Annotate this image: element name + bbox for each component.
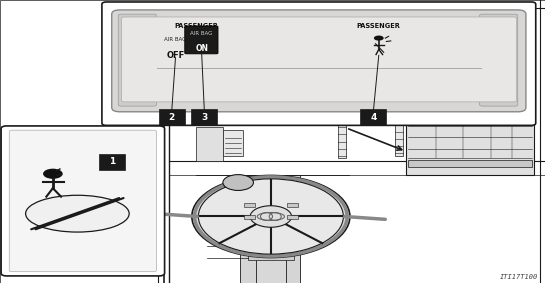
Circle shape (374, 36, 384, 41)
Text: 2: 2 (168, 113, 175, 122)
Bar (244, 215, 255, 219)
FancyBboxPatch shape (191, 110, 217, 125)
FancyBboxPatch shape (9, 130, 156, 272)
Bar (287, 203, 298, 207)
Bar (248, 243, 294, 260)
Bar (409, 71, 531, 113)
Bar (244, 203, 255, 207)
Circle shape (198, 179, 343, 254)
Ellipse shape (26, 195, 129, 232)
Circle shape (250, 206, 292, 227)
Bar (338, 102, 346, 158)
Bar (248, 222, 292, 241)
Bar (240, 175, 300, 283)
FancyBboxPatch shape (118, 14, 156, 106)
Circle shape (223, 175, 253, 190)
Bar (395, 76, 403, 156)
Text: PASSENGER: PASSENGER (174, 23, 218, 29)
Bar (408, 160, 532, 167)
Bar (196, 127, 223, 161)
Bar (256, 249, 286, 283)
FancyBboxPatch shape (102, 2, 536, 125)
Text: ON: ON (195, 44, 208, 53)
Text: OFF: OFF (166, 51, 185, 60)
Bar (406, 57, 534, 175)
Text: ITI17T100: ITI17T100 (500, 274, 538, 280)
FancyBboxPatch shape (122, 17, 517, 102)
FancyBboxPatch shape (159, 110, 185, 125)
Text: AIR BAG: AIR BAG (164, 37, 187, 42)
FancyBboxPatch shape (1, 126, 165, 276)
Text: 3: 3 (201, 113, 208, 122)
FancyBboxPatch shape (185, 26, 218, 54)
FancyBboxPatch shape (99, 154, 125, 170)
Text: PASSENGER: PASSENGER (357, 23, 401, 29)
FancyBboxPatch shape (480, 14, 518, 106)
Bar (408, 59, 532, 69)
Text: 1: 1 (108, 157, 115, 166)
Circle shape (43, 169, 63, 179)
FancyBboxPatch shape (112, 10, 526, 112)
Circle shape (192, 175, 350, 258)
FancyBboxPatch shape (360, 110, 386, 125)
Bar (287, 215, 298, 219)
Bar (223, 130, 243, 156)
Text: AIR BAG: AIR BAG (190, 31, 213, 37)
Text: 4: 4 (370, 113, 377, 122)
